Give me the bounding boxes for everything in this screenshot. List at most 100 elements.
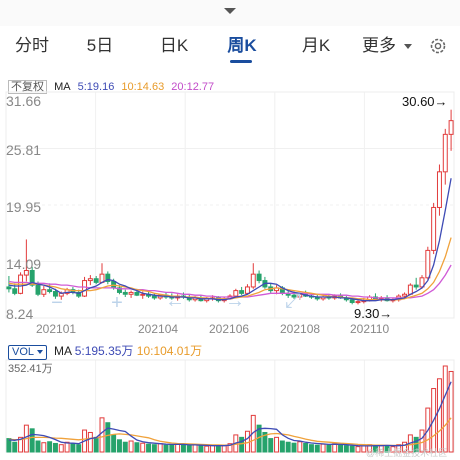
tab-monthly-k[interactable]: 月K [301,36,331,55]
watermark: @稀土掘金技术社区 [366,448,448,458]
candle-body [297,293,303,298]
tab-timeshare[interactable]: 分时 [15,36,49,55]
candle-body [244,286,250,294]
volume-bar [105,422,111,453]
vol-ma10-line [8,417,452,447]
candle-body [122,291,128,295]
volume-bar [111,434,117,453]
candle-body [116,287,122,293]
volume-tag-label: VOL [12,346,34,358]
vol-ma-label: MA [54,344,72,358]
candle-body [41,289,47,295]
adjust-mode-label[interactable]: 不复权 [8,80,47,94]
move-left-icon[interactable]: ← [165,290,185,312]
ma10-value: 10:14.63 [121,81,165,93]
candle-body [29,270,35,286]
volume-indicator-select[interactable]: VOL [8,345,47,360]
candle-body [87,278,93,282]
volume-bar [285,441,291,453]
volume-bar [215,445,221,453]
volume-bar [297,441,303,453]
x-tick-label: 202110 [350,322,390,336]
volume-bar [157,443,163,453]
volume-bar [180,444,186,453]
settings-gear-icon[interactable] [428,36,448,56]
ma5-line [8,178,452,302]
candle-body [431,206,437,251]
volume-bar [18,436,24,453]
volume-bar [204,445,210,453]
chevron-down-icon[interactable] [213,6,247,16]
candle-body [52,291,58,297]
volume-bar [151,444,157,453]
zoom-in-icon[interactable]: + [111,292,123,314]
low-price-annotation: 9.30→ [354,306,393,321]
vol-ma5-value: 5:195.35万 [74,344,134,358]
candle-body [128,291,134,295]
ma20-value: 20:12.77 [171,81,215,93]
x-tick-label: 202104 [138,322,179,336]
more-dropdown-icon[interactable] [404,44,412,49]
volume-bar [227,443,233,453]
tab-daily-k[interactable]: 日K [159,36,189,55]
candle-body [233,290,239,297]
zoom-out-icon[interactable]: − [51,292,63,314]
volume-bar [47,441,53,453]
move-right-icon[interactable]: → [225,290,245,312]
active-tab-indicator [230,60,252,63]
y-tick-label: 25.81 [6,142,42,158]
panel-handle[interactable] [0,0,460,26]
volume-bar [308,444,314,453]
candle-body [140,293,146,296]
volume-bar [268,438,274,453]
candle-body [82,280,88,297]
volume-bar [41,442,47,453]
volume-bar [338,444,344,453]
volume-bar [70,442,76,453]
candle-body [442,133,448,173]
fullscreen-icon[interactable]: ⤢ [285,290,301,312]
volume-bar [52,442,58,453]
candle-body [355,301,361,304]
volume-bar [93,436,99,453]
volume-bar [396,444,402,453]
volume-bar [291,442,297,453]
candle-body [151,295,157,299]
price-legend: 不复权 MA 5:19.16 10:14.63 20:12.77 [8,78,218,94]
y-tick-label: 19.95 [6,199,42,215]
candle-body [76,291,82,297]
volume-bar [6,438,12,453]
candle-body [239,290,245,294]
volume-bar [343,445,349,453]
volume-legend: VOL MA 5:195.35万 10:104.01万 [8,342,203,360]
volume-bar [35,440,41,453]
volume-bar [320,443,326,453]
candle-body [134,291,140,296]
volume-bar [326,444,332,453]
tab-more[interactable]: 更多 [362,36,396,55]
volume-bar [221,445,227,453]
candle-body [6,286,12,290]
vol-ma10-value: 10:104.01万 [136,344,203,358]
volume-bar [279,440,285,453]
candle-body [250,273,256,288]
volume-max-label: 352.41万 [8,363,53,375]
volume-bar [436,378,442,453]
volume-bar [12,441,18,453]
volume-bar [175,443,181,453]
volume-bar [355,446,361,453]
volume-bar [140,442,146,453]
high-price-annotation: 30.60→ [402,94,448,109]
tab-weekly-k[interactable]: 周K [227,36,257,55]
vol-ma5-line [8,381,452,447]
candle-body [93,278,99,283]
volume-bar [332,443,338,453]
volume-bar [198,445,204,453]
tab-5day[interactable]: 5日 [86,36,114,55]
volume-bar [122,441,128,453]
ma-label: MA [54,81,71,93]
volume-bar [384,445,390,453]
volume-bar [314,444,320,453]
candle-body [413,284,419,288]
